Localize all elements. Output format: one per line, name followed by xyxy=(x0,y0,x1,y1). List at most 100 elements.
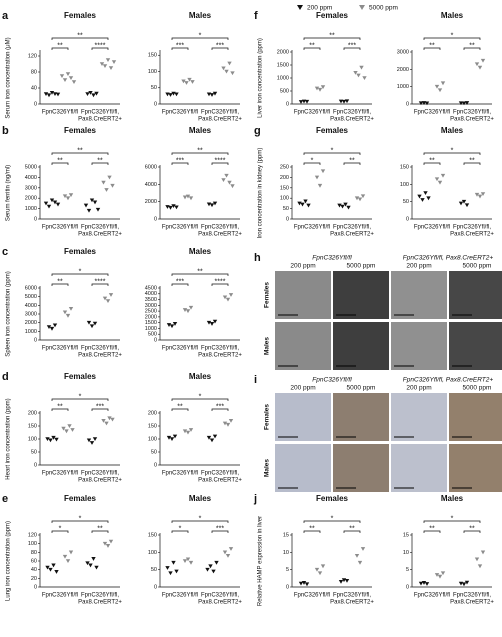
y-tick-label: 50 xyxy=(283,206,289,212)
y-tick-label: 5000 xyxy=(25,294,37,300)
y-tick-label: 100 xyxy=(400,182,409,188)
data-point xyxy=(46,204,52,209)
data-point xyxy=(337,203,342,208)
y-tick-label: 5 xyxy=(406,567,409,573)
x-tick-label: FpnC326Yfl/fl, xyxy=(81,225,119,231)
data-point xyxy=(94,91,99,96)
x-tick-label: Pax8.CreERT2+ xyxy=(198,353,242,359)
y-tick-label: 2000 xyxy=(397,67,409,73)
chart-title: Females xyxy=(64,247,97,256)
significance-label: * xyxy=(199,515,202,522)
significance-label: ** xyxy=(469,157,475,164)
data-point xyxy=(172,434,178,439)
row-label: Males xyxy=(264,337,271,355)
y-tick-label: 150 xyxy=(148,532,157,538)
x-tick-label: FpnC326Yfl/fl xyxy=(42,346,78,352)
x-tick-label: FpnC326Yfl/fl xyxy=(414,593,450,599)
data-point xyxy=(212,91,218,96)
data-point xyxy=(306,203,311,208)
significance-label: ** xyxy=(57,157,63,164)
data-point xyxy=(206,435,212,440)
data-point xyxy=(174,569,179,574)
data-point xyxy=(185,557,191,562)
panel-letter: j xyxy=(253,493,257,505)
data-point xyxy=(102,296,108,301)
y-tick-label: 10 xyxy=(403,550,409,556)
y-tick-label: 0 xyxy=(154,584,157,590)
significance-label: *** xyxy=(348,42,356,49)
data-point xyxy=(43,92,49,96)
data-point xyxy=(65,559,71,563)
data-point xyxy=(49,326,55,331)
y-tick-label: 50 xyxy=(151,449,157,455)
data-point xyxy=(362,76,367,80)
significance-bracket xyxy=(343,162,361,165)
micrograph xyxy=(275,444,331,492)
y-tick-label: 150 xyxy=(28,423,37,429)
y-tick-label: 500 xyxy=(148,332,157,338)
y-tick-label: 120 xyxy=(28,53,37,59)
significance-bracket xyxy=(211,47,229,50)
significance-label: *** xyxy=(216,42,224,49)
micrograph xyxy=(391,444,447,492)
data-point xyxy=(65,196,71,201)
data-point xyxy=(107,416,112,421)
data-point xyxy=(224,69,229,74)
x-tick-label: Pax8.CreERT2+ xyxy=(78,117,122,123)
data-point xyxy=(71,80,77,84)
data-point xyxy=(338,99,344,104)
micrograph xyxy=(391,393,447,441)
data-point xyxy=(357,560,363,565)
legend-marker xyxy=(359,5,365,10)
x-tick-label: Pax8.CreERT2+ xyxy=(330,232,374,238)
data-point xyxy=(48,438,53,443)
data-point xyxy=(464,101,470,105)
chart-title: Females xyxy=(316,494,349,503)
data-point xyxy=(83,203,89,208)
data-point xyxy=(61,426,66,431)
axis-line xyxy=(291,165,372,220)
dose-label: 200 ppm xyxy=(406,263,431,270)
y-tick-label: 100 xyxy=(28,436,37,442)
data-point xyxy=(51,435,56,440)
chart-title: Males xyxy=(189,372,212,381)
data-point xyxy=(354,196,360,201)
data-point xyxy=(174,92,179,97)
x-tick-label: FpnC326Yfl/fl, xyxy=(81,346,119,352)
significance-label: * xyxy=(451,515,454,522)
significance-bracket xyxy=(423,152,481,155)
significance-bracket xyxy=(303,162,321,165)
significance-bracket xyxy=(171,530,189,533)
significance-bracket xyxy=(423,162,441,165)
y-tick-label: 1500 xyxy=(145,320,157,326)
significance-label: * xyxy=(199,393,202,400)
data-point xyxy=(360,194,366,199)
x-tick-label: FpnC326Yfl/fl xyxy=(42,593,78,599)
data-point xyxy=(94,565,99,570)
significance-label: **** xyxy=(95,278,106,285)
data-point xyxy=(301,581,307,585)
x-tick-label: FpnC326Yfl/fl xyxy=(414,110,450,116)
x-tick-label: FpnC326Yfl/fl, xyxy=(201,225,239,231)
data-point xyxy=(344,578,350,583)
y-tick-label: 20 xyxy=(31,576,37,582)
data-point xyxy=(211,569,216,574)
data-point xyxy=(59,74,65,78)
significance-bracket xyxy=(91,47,109,50)
data-point xyxy=(420,198,425,202)
data-point xyxy=(418,581,424,586)
significance-bracket xyxy=(51,398,109,401)
significance-label: ** xyxy=(429,42,435,49)
data-point xyxy=(304,99,310,104)
significance-bracket xyxy=(211,283,229,286)
data-point xyxy=(86,208,92,213)
chart-title: Females xyxy=(316,126,349,135)
significance-bracket xyxy=(171,37,229,40)
data-point xyxy=(474,557,480,562)
x-tick-label: FpnC326Yfl/fl, xyxy=(453,225,491,231)
x-tick-label: FpnC326Yfl/fl, xyxy=(201,471,239,477)
y-tick-label: 0 xyxy=(34,216,37,222)
data-point xyxy=(45,437,50,441)
data-point xyxy=(43,201,49,206)
data-point xyxy=(212,434,218,439)
